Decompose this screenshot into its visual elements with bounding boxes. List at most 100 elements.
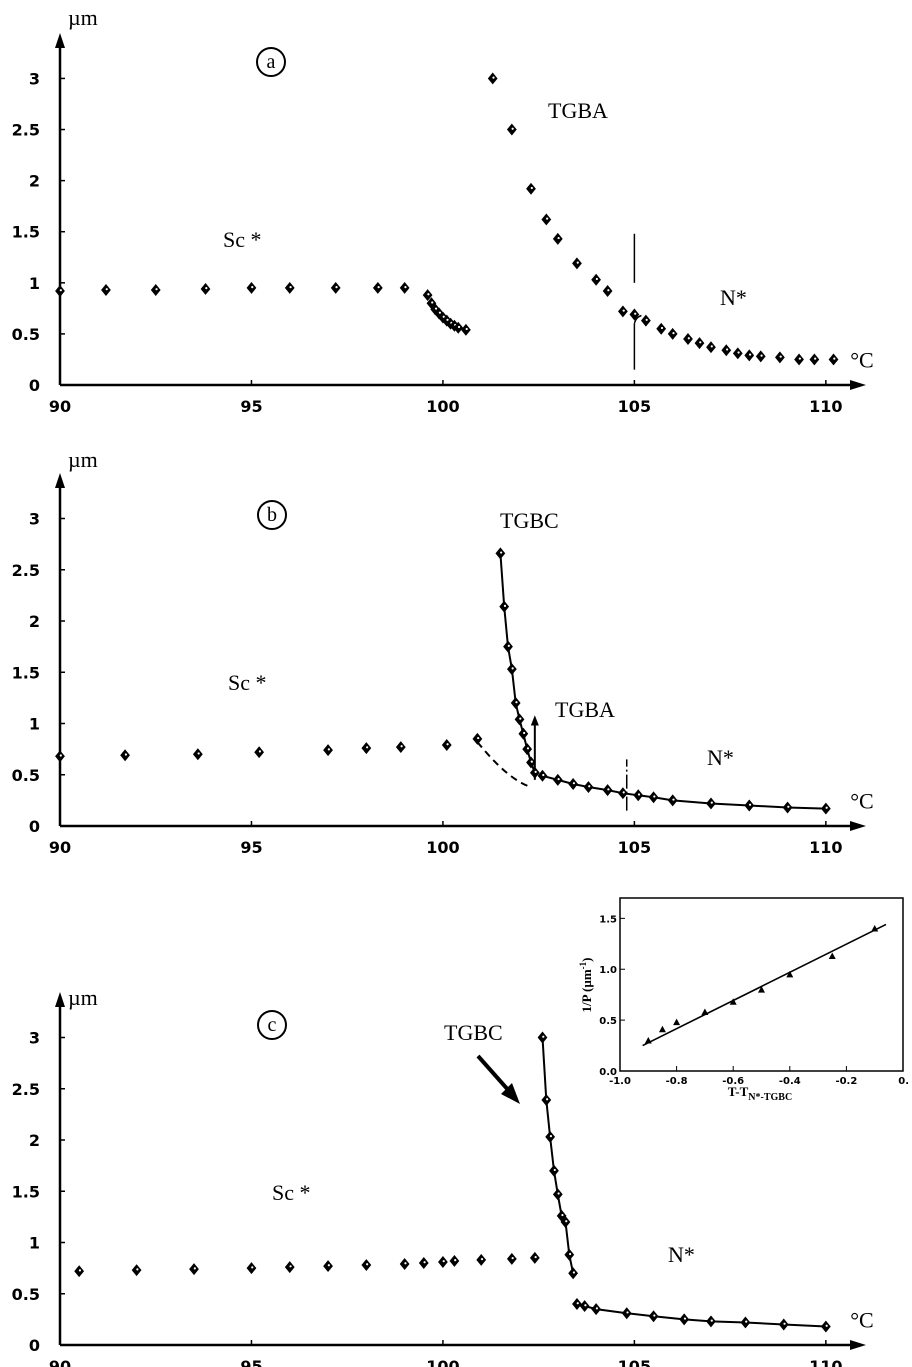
data-point — [55, 750, 65, 763]
data-point-highlight — [534, 1255, 537, 1259]
data-point-highlight — [515, 701, 518, 704]
phase-label: Sc * — [228, 670, 267, 695]
data-point-highlight — [710, 345, 713, 348]
data-point — [254, 746, 265, 759]
data-point-highlight — [825, 1324, 828, 1327]
phase-label: TGBC — [500, 508, 559, 533]
data-point-highlight — [725, 348, 729, 351]
panel-letter-circle — [257, 1010, 287, 1040]
data-point-highlight — [748, 353, 752, 356]
data-point-highlight — [787, 805, 790, 808]
data-point — [192, 748, 203, 761]
tgbc-arrow-icon — [501, 1083, 520, 1104]
data-point — [656, 322, 667, 335]
data-point-highlight — [78, 1269, 82, 1272]
data-point-highlight — [400, 745, 403, 748]
data-point-highlight — [526, 747, 530, 750]
data-point-highlight — [124, 753, 127, 756]
y-unit-label: µm — [68, 985, 98, 1010]
data-point-highlight — [622, 309, 625, 312]
inset-x-tick-label: -0.2 — [835, 1076, 857, 1087]
data-point-highlight — [833, 357, 836, 360]
inset-data-point — [786, 970, 794, 978]
data-point-highlight — [672, 798, 675, 801]
data-point-highlight — [530, 186, 533, 190]
data-point-highlight — [542, 773, 545, 777]
data-point — [395, 741, 406, 754]
data-point-highlight — [653, 1314, 656, 1317]
data-point — [541, 1094, 552, 1107]
phase-label: TGBA — [555, 697, 615, 722]
data-point-highlight — [672, 332, 675, 335]
transition-bracket — [633, 314, 642, 324]
y-tick-label: 2 — [29, 172, 40, 191]
inset-x-label-main: T-T — [728, 1084, 749, 1099]
data-point — [526, 182, 536, 195]
data-point-highlight — [779, 355, 782, 358]
y-tick-label: 3 — [29, 1029, 40, 1048]
panel-letter-circle — [257, 500, 287, 530]
data-point-highlight — [193, 1267, 196, 1270]
data-point-highlight — [59, 289, 62, 292]
data-point — [740, 1316, 751, 1329]
panel-letter: a — [267, 51, 276, 73]
data-point — [648, 1310, 659, 1323]
data-point-highlight — [595, 1307, 598, 1310]
data-point — [568, 778, 579, 790]
data-point-highlight — [622, 791, 625, 794]
data-point-highlight — [457, 325, 461, 329]
data-point-highlight — [427, 293, 430, 296]
phase-label: N* — [720, 285, 747, 310]
inset-x-label: T-TN*-TGBC — [728, 1084, 792, 1103]
fit-curve-steep — [499, 553, 536, 774]
data-point-highlight — [477, 736, 480, 740]
data-point — [683, 333, 693, 345]
data-point-highlight — [438, 311, 441, 314]
data-point — [794, 353, 804, 366]
data-point-highlight — [454, 1259, 457, 1262]
data-point — [495, 547, 506, 560]
data-point-highlight — [530, 760, 533, 763]
data-point — [399, 281, 410, 294]
y-tick-label: 1.5 — [12, 223, 40, 242]
data-point — [828, 353, 839, 366]
data-point-highlight — [607, 289, 610, 292]
data-point-highlight — [687, 337, 690, 340]
data-point — [529, 1251, 540, 1264]
y-tick-label: 1 — [29, 715, 40, 734]
data-point-highlight — [503, 604, 507, 607]
x-axis-arrow-icon — [850, 1340, 866, 1350]
data-point — [449, 1254, 460, 1267]
inset-y-label-end: ) — [579, 957, 594, 961]
data-point — [820, 802, 831, 815]
inset-x-tick-label: -0.4 — [779, 1076, 801, 1087]
data-point-highlight — [798, 357, 801, 360]
data-point-highlight — [377, 286, 380, 289]
y-tick-label: 0.5 — [12, 766, 40, 785]
fit-curve-steep — [541, 1037, 575, 1274]
data-point — [506, 663, 517, 676]
fit-curve-tail — [542, 774, 826, 810]
inset-data-point — [871, 925, 879, 932]
inset-data-point — [673, 1018, 681, 1026]
data-point — [552, 773, 563, 786]
data-point — [461, 323, 471, 336]
panel-a: 90 95 100 105 110 0 0.5 1 1.5 2 2.5 3 µm °C a Sc * TGBA N… — [12, 5, 874, 416]
data-point — [560, 1216, 571, 1228]
x-unit-label: °C — [850, 347, 873, 372]
data-point-highlight — [745, 1320, 748, 1323]
data-point-highlight — [197, 752, 200, 755]
data-point — [246, 281, 257, 294]
data-point — [323, 1260, 333, 1273]
data-point-highlight — [251, 286, 254, 289]
data-point-highlight — [492, 76, 495, 79]
inset-x-label-subscript: N*-TGBC — [748, 1092, 792, 1103]
y-axis-arrow-icon — [55, 473, 65, 488]
data-point — [602, 784, 613, 797]
y-tick-label: 0 — [29, 1336, 40, 1355]
data-point — [74, 1265, 85, 1278]
data-point — [361, 742, 372, 755]
x-tick-label: 105 — [618, 838, 651, 857]
data-point — [120, 749, 130, 762]
